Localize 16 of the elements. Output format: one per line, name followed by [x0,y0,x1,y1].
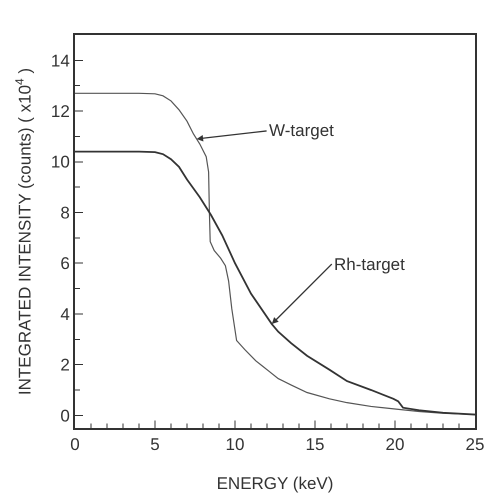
annotation: Rh-target [334,255,406,274]
y-tick-label: 2 [60,356,70,375]
y-tick-label: 8 [60,203,70,222]
y-tick-label: 4 [60,304,70,324]
x-tick-label: 20 [386,435,404,454]
annotation: W-target [269,121,334,140]
x-axis-title: ENERGY (keV) [216,474,334,493]
y-tick-label: 12 [50,102,70,122]
y-tick-label: 6 [60,254,70,274]
x-tick-label: 10 [226,435,244,454]
y-tick-label: 10 [50,152,70,172]
x-tick-label: 15 [306,435,324,454]
x-tick-label: 5 [150,435,160,454]
y-tick-label: 14 [50,51,70,70]
y-tick-label: 0 [60,406,70,426]
x-tick-label: 25 [466,435,484,454]
